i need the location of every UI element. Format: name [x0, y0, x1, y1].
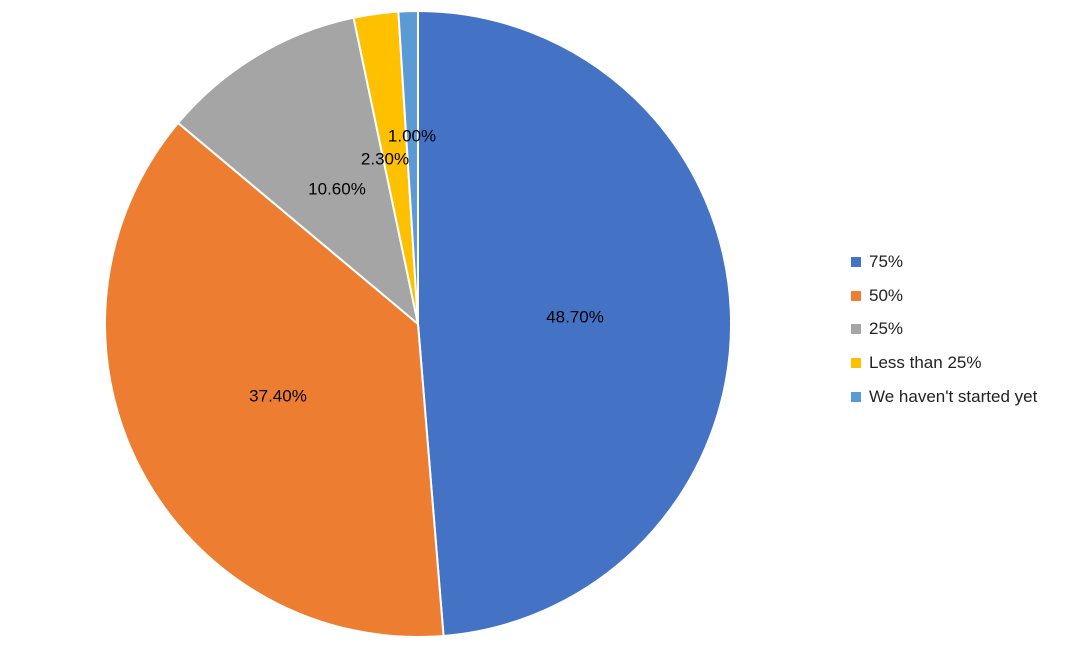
legend-swatch-0 — [851, 256, 861, 267]
legend-item-2: 25% — [851, 313, 1037, 347]
legend-label-1: 50% — [869, 285, 904, 305]
pie-slice-1 — [104, 121, 445, 638]
slice-data-label-4: 1.00% — [388, 126, 436, 145]
legend-item-1: 50% — [851, 279, 1037, 313]
chart-legend: 75% 50% 25% Less than 25% We haven't started… — [851, 245, 1037, 414]
legend-item-0: 75% — [851, 245, 1037, 279]
pie-slice-4 — [397, 10, 419, 325]
pie-slice-0 — [417, 10, 732, 637]
legend-swatch-1 — [851, 290, 861, 301]
pie-slice-2 — [177, 16, 419, 325]
legend-label-2: 25% — [869, 319, 904, 339]
legend-swatch-4 — [851, 391, 861, 402]
legend-item-4: We haven't started yet — [851, 380, 1037, 414]
legend-swatch-2 — [851, 324, 861, 335]
legend-label-4: We haven't started yet — [869, 386, 1038, 406]
legend-label-3: Less than 25% — [869, 353, 982, 373]
slice-data-label-3: 2.30% — [361, 149, 409, 168]
legend-swatch-3 — [851, 358, 861, 369]
legend-item-3: Less than 25% — [851, 346, 1037, 380]
legend-label-0: 75% — [869, 251, 904, 271]
slice-data-label-0: 48.70% — [546, 307, 604, 326]
slice-data-label-2: 10.60% — [308, 179, 366, 198]
slice-data-label-1: 37.40% — [249, 386, 307, 405]
